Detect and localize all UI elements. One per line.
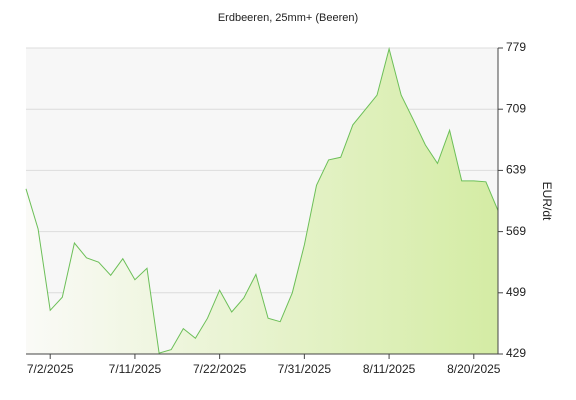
y-tick-label: 709	[506, 101, 526, 115]
area	[26, 48, 498, 355]
x-tick-label: 8/11/2025	[363, 362, 416, 376]
y-tick-label: 779	[506, 40, 526, 54]
x-tick-label: 8/20/2025	[447, 362, 501, 376]
y-tick-label: 499	[506, 285, 526, 299]
y-tick-label: 639	[506, 163, 526, 177]
x-tick-label: 7/31/2025	[278, 362, 332, 376]
x-tick-label: 7/22/2025	[193, 362, 247, 376]
chart-title: Erdbeeren, 25mm+ (Beeren)	[218, 12, 358, 24]
y-axis-label: EUR/dt	[540, 182, 554, 221]
x-tick-label: 7/11/2025	[109, 362, 162, 376]
line	[25, 46, 499, 354]
y-tick-label: 569	[506, 224, 526, 238]
y-tick-label: 429	[506, 346, 526, 360]
x-tick-label: 7/2/2025	[27, 362, 74, 376]
